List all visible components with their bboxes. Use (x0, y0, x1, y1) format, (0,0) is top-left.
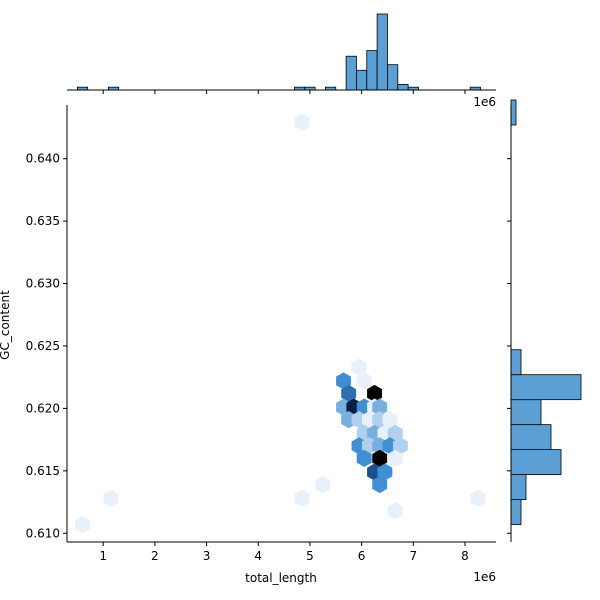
x-tick-label: 6 (358, 549, 366, 563)
y-tick-label: 0.640 (26, 152, 60, 166)
x-tick-label: 3 (203, 549, 211, 563)
hexbin-cell (387, 449, 403, 467)
right-histogram-bar (510, 399, 542, 426)
hexbin-cell (356, 372, 372, 390)
right-histogram-bar (510, 499, 522, 525)
top-marginal-histogram (67, 13, 496, 94)
x-tick-label: 7 (409, 549, 417, 563)
top-axis-offset-text: 1e6 (473, 95, 496, 109)
y-tick-label: 0.620 (26, 401, 60, 415)
hexbin-cell (392, 437, 408, 455)
y-tick-label: 0.630 (26, 277, 60, 291)
right-histogram-bar (510, 349, 522, 376)
y-tick-label: 0.615 (26, 464, 60, 478)
right-histogram-bar (510, 424, 552, 451)
hexbin-cell (372, 398, 388, 416)
top-histogram-bar (345, 55, 357, 91)
top-histogram-bar (366, 50, 378, 91)
y-tick-label: 0.635 (26, 214, 60, 228)
top-histogram-bar (376, 13, 388, 91)
main-hexbin-plot: 1 2 3 4 5 6 7 8 0.610 0.615 0.620 0.625 0.630 0.635 0.… (26, 105, 496, 563)
right-histogram-bar (510, 374, 582, 401)
x-axis-offset-text: 1e6 (473, 570, 496, 584)
x-tick-label: 2 (151, 549, 159, 563)
hexbin-cell (103, 489, 119, 507)
top-histogram-bar (356, 69, 368, 91)
y-axis-label: GC_content (0, 290, 12, 360)
right-histogram-bar (510, 449, 562, 475)
x-tick-label: 4 (254, 549, 262, 563)
hexbin-cell (372, 449, 388, 467)
hexbin-cell (75, 515, 90, 534)
x-axis-label: total_length (245, 571, 317, 585)
hexbin-cell (382, 411, 398, 429)
y-tick-label: 0.625 (26, 339, 60, 353)
right-histogram-bar (510, 474, 527, 500)
hexbin-cell (367, 384, 382, 403)
hexbin-cell (470, 489, 486, 507)
hexbin-cell (356, 449, 372, 467)
right-marginal-histogram (507, 99, 582, 542)
hexbin-cell (315, 475, 331, 494)
x-tick-label: 1 (99, 549, 107, 563)
x-tick-label: 5 (306, 549, 314, 563)
hexbin-cell (294, 489, 310, 507)
right-histogram-bar (510, 99, 517, 126)
hexbin-cell (351, 358, 367, 376)
x-tick-label: 8 (461, 549, 469, 563)
hexbin-cell (372, 475, 388, 494)
hexbin-cell (387, 502, 403, 520)
hexbin-cell (377, 463, 393, 481)
hexbin-cell (294, 113, 310, 132)
hexbin-cell (387, 424, 403, 442)
hexbin-cell (341, 384, 357, 403)
top-histogram-bar (397, 83, 409, 91)
y-tick-label: 0.610 (26, 526, 60, 540)
hexbin-cell (336, 372, 351, 390)
top-histogram-bar (387, 64, 399, 91)
